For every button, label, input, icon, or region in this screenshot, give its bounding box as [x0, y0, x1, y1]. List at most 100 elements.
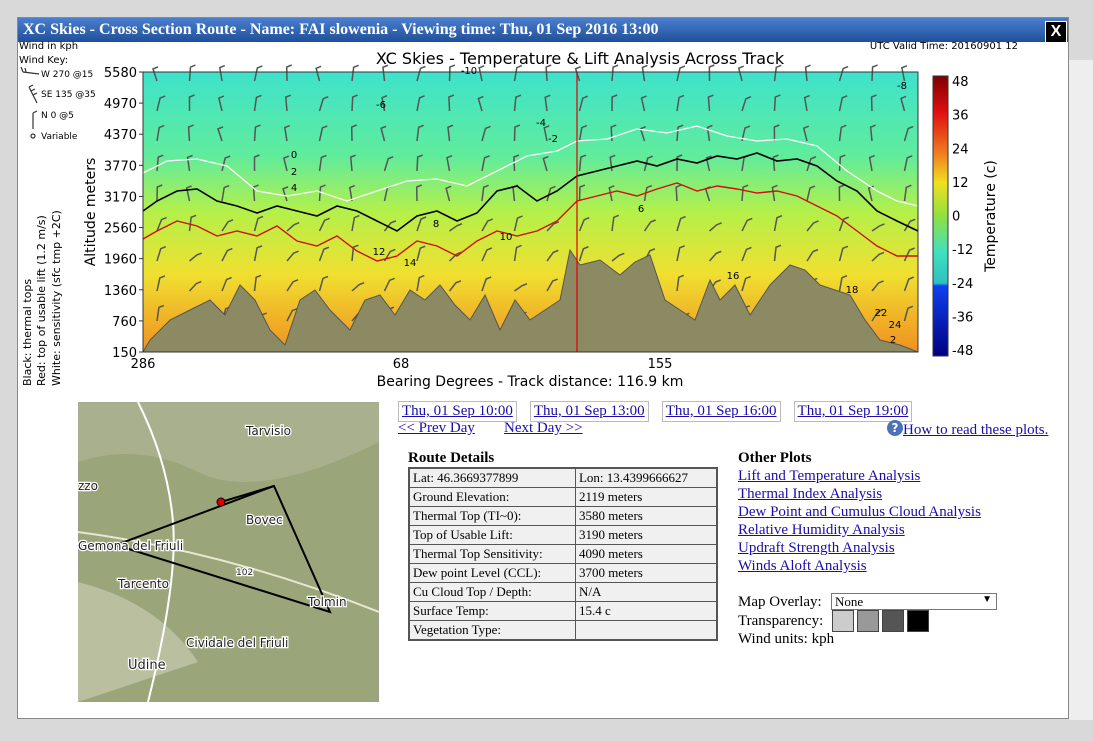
wind-barb	[383, 220, 397, 232]
wind-barb	[382, 64, 389, 82]
wind-barb	[838, 154, 846, 172]
plot-link[interactable]: Dew Point and Cumulus Cloud Analysis	[738, 504, 981, 520]
overlay-select[interactable]: None ▼	[831, 593, 997, 610]
help-icon: ?	[887, 420, 903, 436]
wind-barb	[383, 277, 395, 292]
terrain	[142, 248, 919, 353]
contour-label: 14	[404, 258, 417, 269]
wind-barb	[773, 124, 780, 142]
wind-barb	[676, 124, 684, 142]
wind-barb	[221, 155, 231, 172]
wind-key-entry: N 0 @5	[41, 111, 74, 121]
wind-barb	[448, 94, 455, 112]
table-cell: Ground Elevation:	[408, 487, 576, 507]
wind-barb	[253, 124, 261, 142]
wind-barb	[188, 64, 196, 82]
wind-barb	[867, 185, 875, 202]
overlay-label: Map Overlay:	[738, 594, 822, 610]
wind-barb	[478, 65, 485, 82]
route-segment	[220, 485, 275, 503]
swatch[interactable]	[907, 610, 929, 632]
wind-barb	[446, 154, 453, 172]
wind-barb	[546, 221, 560, 232]
wind-barb	[705, 155, 712, 172]
wind-barb	[253, 274, 262, 292]
time-link[interactable]: Thu, 01 Sep 13:00	[529, 401, 649, 422]
wind-barb	[773, 214, 783, 232]
y-tick-label: 4970	[104, 97, 137, 112]
y-tick-label: 2560	[104, 222, 137, 237]
map-plain	[78, 582, 198, 702]
wind-barb	[416, 245, 426, 262]
swatch[interactable]	[832, 610, 854, 632]
dialog-title: XC Skies - Cross Section Route - Name: F…	[18, 18, 1068, 42]
plot-link[interactable]: Winds Aloft Analysis	[738, 558, 867, 574]
table-cell: Thermal Top (TI~0):	[408, 506, 576, 526]
wind-barb	[639, 126, 646, 142]
table-row: Ground Elevation: 2119 meters	[408, 487, 718, 507]
wind-barb	[448, 251, 462, 262]
wind-barb	[610, 124, 617, 142]
route-marker	[216, 497, 226, 507]
wind-barb	[643, 184, 653, 202]
wind-barb	[611, 214, 620, 232]
contour-label: -4	[536, 118, 546, 129]
colorbar-tick-label: 48	[952, 75, 969, 90]
place-label: Tolmin	[307, 595, 347, 609]
wind-barb	[838, 184, 845, 202]
plot-link[interactable]: Thermal Index Analysis	[738, 486, 883, 502]
plot-link[interactable]: Relative Humidity Analysis	[738, 522, 905, 538]
time-link[interactable]: Thu, 01 Sep 19:00	[793, 401, 913, 422]
wind-barb	[351, 281, 365, 292]
next-day-link[interactable]: Next Day >>	[504, 420, 583, 436]
time-link[interactable]: Thu, 01 Sep 16:00	[661, 401, 781, 422]
wind-barb	[737, 65, 745, 82]
help-link[interactable]: How to read these plots.	[903, 422, 1049, 438]
wind-barb	[381, 94, 388, 112]
colorbar-tick-label: -48	[952, 344, 973, 359]
colorbar-tick-label: -24	[952, 277, 973, 292]
cross-section-plot: XC Skies - Temperature & Lift Analysis A…	[19, 41, 1018, 390]
wind-barb	[741, 184, 749, 202]
wind-barb	[416, 274, 425, 292]
wind-barb	[901, 65, 908, 82]
plot-link[interactable]: Lift and Temperature Analysis	[738, 468, 921, 484]
wind-barb	[252, 184, 259, 202]
wind-barb	[481, 184, 489, 202]
wind-barb	[221, 219, 234, 232]
swatch[interactable]	[857, 610, 879, 632]
wind-barb	[218, 64, 226, 82]
wind-barb	[676, 274, 685, 292]
place-label: Bovec	[246, 513, 283, 527]
swatch[interactable]	[882, 610, 904, 632]
wind-barb	[773, 64, 782, 82]
wind-barb	[253, 94, 262, 112]
wind-barb	[544, 94, 551, 112]
y-tick-label: 760	[112, 315, 137, 330]
colorbar-label: Temperature (c)	[983, 160, 999, 273]
wind-barb	[676, 245, 686, 262]
contour-label: 12	[373, 247, 386, 258]
colorbar-tick-label: -36	[952, 310, 973, 325]
time-link[interactable]: Thu, 01 Sep 10:00	[398, 401, 517, 422]
wind-barb	[838, 65, 849, 82]
wind-barb	[806, 156, 817, 172]
wind-barb	[186, 154, 193, 172]
table-cell: Lon: 13.4399666627	[574, 467, 718, 488]
prev-day-link[interactable]: << Prev Day	[398, 420, 475, 436]
wind-barb	[804, 64, 811, 82]
wind-barb	[318, 217, 330, 232]
wind-barb	[676, 154, 683, 172]
wind-barb	[611, 64, 619, 82]
close-button[interactable]: X	[1045, 21, 1067, 43]
wind-barb	[351, 214, 360, 232]
table-cell: Vegetation Type:	[408, 620, 576, 641]
wind-barb	[641, 64, 648, 82]
wind-barb	[156, 95, 166, 112]
wind-barb	[676, 65, 686, 82]
legend-entry: Black: thermal tops	[21, 279, 34, 386]
wind-barb	[900, 95, 907, 112]
wind-barb	[448, 64, 456, 82]
wind-barb	[185, 185, 192, 202]
plot-link[interactable]: Updraft Strength Analysis	[738, 540, 895, 556]
